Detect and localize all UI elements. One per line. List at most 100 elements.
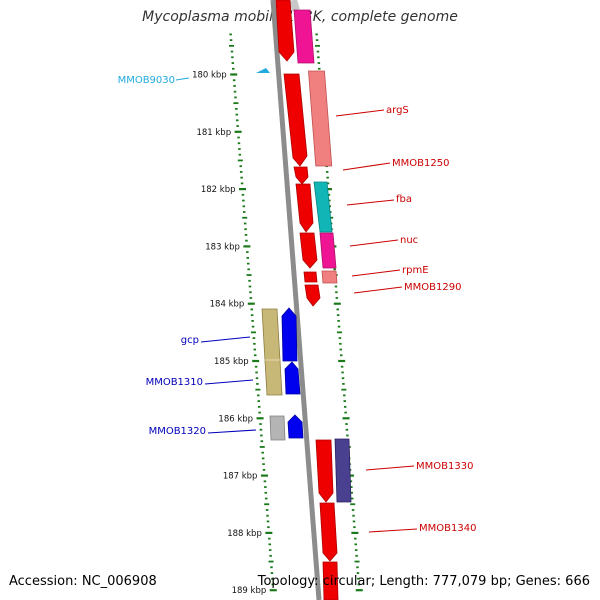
gene-top-red[interactable] (275, 0, 295, 62)
gene-mmob1250[interactable] (293, 166, 309, 185)
ruler-tick (261, 451, 264, 454)
label-leader-line (346, 199, 395, 206)
gene-red-small[interactable] (303, 271, 318, 283)
ruler-tick (317, 62, 321, 64)
label-leader-line (368, 528, 418, 533)
ruler-tick (253, 348, 257, 351)
ruler-tick (263, 480, 267, 483)
ruler-tick (246, 262, 250, 265)
ruler-tick (258, 411, 261, 414)
gene-label[interactable]: MMOB9030 (118, 75, 175, 86)
label-leader-line (342, 162, 391, 171)
gene-label[interactable]: MMOB1310 (146, 377, 203, 388)
ruler-tick (339, 348, 343, 351)
ruler-tick (233, 90, 237, 93)
gene-mmob1330[interactable] (334, 438, 352, 503)
ruler-tick (250, 331, 256, 334)
label-leader-line (207, 429, 257, 434)
ruler-tick (262, 468, 266, 471)
gene-label[interactable]: argS (386, 105, 409, 116)
ruler-label: 187 kbp (223, 472, 258, 482)
ruler-tick (231, 56, 234, 59)
gene-mmob1340[interactable] (319, 502, 338, 562)
ruler-tick (264, 503, 270, 506)
mmob9030-marker[interactable] (256, 68, 270, 73)
ruler-tick (235, 107, 238, 110)
ruler-tick (236, 125, 239, 127)
gene-top-magenta[interactable] (293, 9, 315, 64)
ruler-tick (232, 79, 236, 82)
ruler-tick (268, 543, 271, 546)
gene-red-arrow-2[interactable] (295, 183, 314, 233)
gene-label[interactable]: gcp (181, 335, 199, 346)
ruler-tick (337, 325, 341, 328)
ruler-tick (248, 279, 251, 282)
gene-label[interactable]: nuc (400, 235, 418, 246)
ruler-tick (336, 314, 340, 317)
ruler-tick (243, 245, 251, 248)
ruler-tick (340, 365, 344, 368)
label-leader-line (175, 77, 190, 81)
ruler-tick (335, 291, 338, 294)
ruler-tick (342, 383, 345, 385)
gene-args[interactable] (308, 70, 333, 167)
ruler-tick (250, 314, 254, 317)
gene-label[interactable]: MMOB1290 (404, 282, 461, 293)
gene-label[interactable]: MMOB1320 (149, 426, 206, 437)
gene-red-arrow-1[interactable] (283, 73, 308, 167)
ruler-tick (255, 371, 258, 374)
ruler-tick (246, 251, 249, 254)
ruler-tick (242, 205, 246, 208)
gene-red-arrow-3[interactable] (299, 232, 318, 269)
gene-gcp[interactable] (261, 308, 283, 396)
gene-label[interactable]: MMOB1330 (416, 461, 473, 472)
ruler-tick (343, 405, 347, 408)
ruler-tick (353, 526, 356, 529)
ruler-tick (351, 531, 359, 534)
accession-text: Accession: NC_006908 (9, 574, 157, 589)
gene-label[interactable]: rpmE (402, 265, 429, 276)
ruler-tick (339, 342, 342, 345)
ruler-tick (239, 171, 243, 173)
ruler-tick (248, 285, 252, 288)
gene-nuc[interactable] (319, 232, 337, 269)
ruler-tick (318, 67, 321, 70)
ruler-tick (238, 148, 241, 150)
ruler-tick (357, 583, 361, 586)
gene-mmob1320-gray[interactable] (269, 415, 286, 441)
ruler-tick (271, 583, 275, 586)
ruler-tick (345, 428, 349, 431)
ruler-labels: 180 kbp 181 kbp 182 kbp 183 kbp 184 kbp 185 k… (192, 71, 266, 597)
ruler-tick (249, 291, 252, 294)
gene-label[interactable]: MMOB1250 (392, 158, 449, 169)
label-leader-line (351, 269, 401, 277)
ruler-tick (237, 142, 241, 145)
gene-bottom-red[interactable] (322, 561, 339, 600)
gene-red-arrow-4[interactable] (315, 439, 334, 503)
ruler-tick (268, 537, 271, 540)
ruler-tick (239, 165, 242, 168)
ruler-tick (247, 268, 250, 271)
ruler-tick (345, 423, 348, 425)
gene-blue-arrow-1[interactable] (281, 307, 298, 362)
ruler-tick (344, 411, 347, 414)
gene-rpme[interactable] (321, 270, 338, 284)
label-leader-line (200, 336, 251, 343)
gene-mmob1320-blue[interactable] (287, 414, 304, 439)
ruler-tick (341, 371, 344, 374)
gene-label[interactable]: MMOB1340 (419, 523, 476, 534)
ruler-tick (268, 560, 274, 563)
ruler-tick (243, 222, 247, 225)
ruler-tick (341, 388, 347, 391)
ruler-tick (266, 520, 270, 523)
ruler-tick (257, 405, 261, 408)
ruler-tick (350, 497, 354, 500)
gene-label[interactable]: fba (396, 194, 412, 205)
gene-mmob1290[interactable] (304, 284, 321, 307)
gene-fba[interactable] (313, 181, 333, 233)
ruler-tick (265, 531, 273, 534)
ruler-tick (343, 394, 346, 397)
gene-mmob1310[interactable] (284, 361, 301, 395)
ruler-tick (252, 337, 256, 339)
ruler-tick (229, 44, 235, 47)
